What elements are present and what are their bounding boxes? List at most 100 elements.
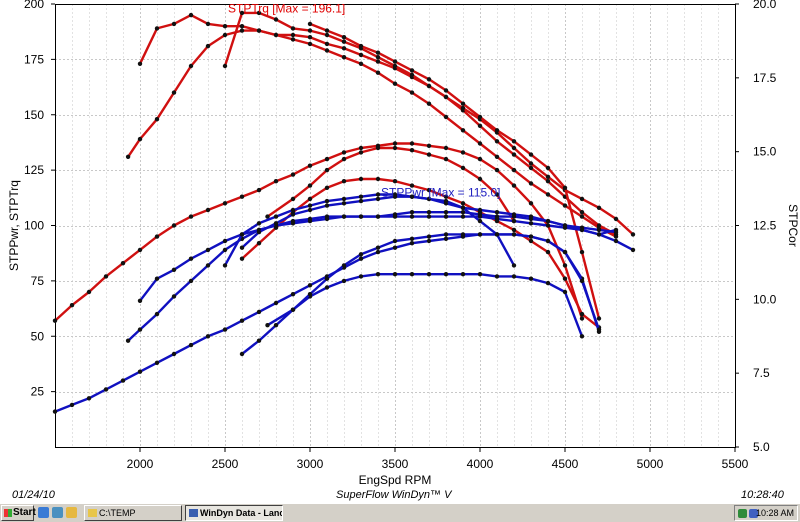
data-point bbox=[443, 236, 449, 241]
data-point bbox=[307, 292, 313, 297]
data-point bbox=[409, 141, 415, 146]
data-point bbox=[307, 35, 313, 40]
x-axis-title: EngSpd RPM bbox=[359, 473, 432, 487]
data-point bbox=[125, 338, 131, 343]
data-point bbox=[511, 167, 517, 173]
data-point bbox=[375, 59, 381, 64]
task-temp-folder[interactable]: C:\TEMP bbox=[84, 505, 182, 521]
data-point bbox=[358, 256, 364, 261]
desktop-icon[interactable] bbox=[52, 507, 63, 518]
x-tick-label: 5500 bbox=[722, 457, 749, 471]
data-point bbox=[273, 32, 279, 38]
data-point bbox=[477, 214, 483, 219]
data-point bbox=[273, 300, 279, 306]
data-point bbox=[426, 210, 432, 215]
data-point bbox=[460, 232, 466, 237]
data-point bbox=[545, 174, 551, 179]
data-point bbox=[511, 232, 517, 237]
taskbar: Start C:\TEMP WinDyn Data - Lance ... 10… bbox=[0, 503, 800, 522]
data-point bbox=[375, 145, 381, 151]
data-point bbox=[324, 276, 330, 281]
data-point bbox=[137, 327, 143, 332]
data-point bbox=[273, 323, 279, 328]
y-tick-label-right: 5.0 bbox=[753, 440, 770, 454]
data-point bbox=[511, 263, 517, 268]
data-point bbox=[392, 214, 398, 219]
data-point bbox=[511, 274, 517, 279]
data-point bbox=[256, 309, 262, 315]
data-point bbox=[324, 216, 330, 222]
data-point bbox=[341, 278, 347, 284]
data-point bbox=[579, 210, 585, 215]
data-point bbox=[205, 247, 211, 253]
y-tick-label-left: 100 bbox=[24, 219, 44, 233]
x-tick-label: 3500 bbox=[382, 457, 409, 471]
data-point bbox=[443, 272, 449, 277]
data-point bbox=[154, 360, 160, 365]
data-point bbox=[409, 68, 415, 73]
x-tick-label: 4500 bbox=[552, 457, 579, 471]
y-tick-label-left: 175 bbox=[24, 52, 44, 66]
ie-icon[interactable] bbox=[38, 507, 49, 518]
data-point bbox=[324, 32, 330, 38]
data-point bbox=[307, 218, 313, 224]
x-tick-label: 4000 bbox=[467, 457, 494, 471]
y-tick-label-right: 7.5 bbox=[753, 366, 770, 380]
explorer-icon[interactable] bbox=[66, 507, 77, 518]
data-point bbox=[188, 278, 194, 284]
data-point bbox=[579, 334, 585, 339]
data-point bbox=[460, 214, 466, 219]
data-point bbox=[358, 198, 364, 204]
data-point bbox=[409, 272, 415, 277]
series-line bbox=[127, 29, 617, 238]
y-tick-label-right: 12.5 bbox=[753, 219, 777, 233]
data-point bbox=[426, 187, 432, 193]
data-point bbox=[528, 234, 534, 239]
series-line bbox=[309, 22, 601, 319]
tray-app-icon[interactable] bbox=[749, 509, 758, 518]
data-point bbox=[273, 221, 279, 226]
data-point bbox=[375, 272, 381, 277]
data-point bbox=[154, 311, 160, 317]
y-tick-label-left: 75 bbox=[31, 274, 45, 288]
data-point bbox=[494, 232, 500, 237]
data-point bbox=[545, 249, 551, 255]
start-label: Start bbox=[13, 507, 36, 518]
data-point bbox=[375, 214, 381, 219]
data-point bbox=[545, 218, 551, 224]
tray-network-icon[interactable] bbox=[738, 509, 747, 518]
data-point bbox=[443, 88, 449, 93]
start-button[interactable]: Start bbox=[1, 505, 36, 521]
data-point bbox=[290, 26, 296, 31]
data-point bbox=[265, 214, 270, 219]
data-point bbox=[579, 214, 585, 219]
data-point bbox=[511, 183, 517, 188]
data-point bbox=[528, 152, 534, 157]
data-point bbox=[120, 378, 126, 383]
data-point bbox=[137, 247, 143, 253]
data-point bbox=[613, 227, 619, 233]
data-point bbox=[460, 165, 466, 171]
series-torque-5 bbox=[265, 145, 517, 224]
data-point bbox=[256, 187, 262, 193]
data-point bbox=[358, 214, 364, 219]
data-point bbox=[477, 114, 483, 120]
folder-icon bbox=[88, 509, 97, 517]
data-point bbox=[596, 223, 602, 228]
windows-logo-icon bbox=[4, 509, 12, 517]
task-windyn[interactable]: WinDyn Data - Lance ... bbox=[185, 505, 283, 521]
data-point bbox=[239, 351, 245, 357]
data-point bbox=[511, 227, 517, 233]
y-axis-title-left: STPPwr, STPTrq bbox=[7, 180, 21, 271]
data-point bbox=[324, 285, 330, 290]
data-point bbox=[154, 117, 160, 122]
y-tick-label-right: 20.0 bbox=[753, 0, 777, 11]
data-point bbox=[494, 154, 500, 159]
data-point bbox=[341, 214, 347, 219]
data-point bbox=[426, 152, 432, 157]
data-point bbox=[426, 143, 432, 148]
data-point bbox=[358, 194, 364, 199]
data-point bbox=[222, 63, 228, 69]
data-point bbox=[290, 172, 296, 177]
data-point bbox=[341, 55, 347, 60]
